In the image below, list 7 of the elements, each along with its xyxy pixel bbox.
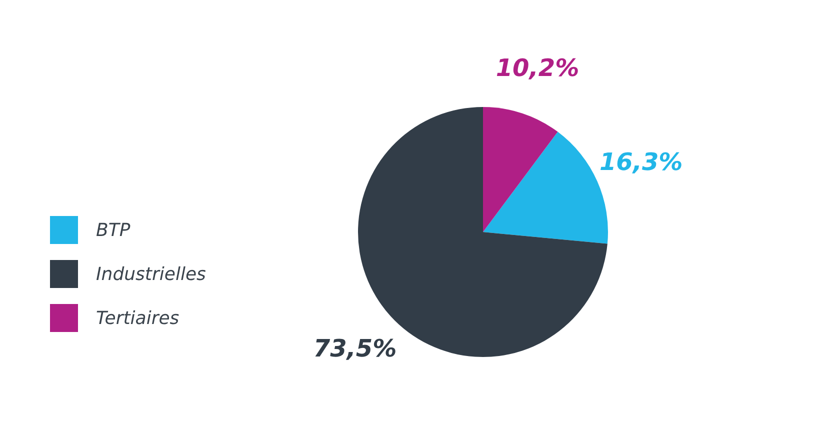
data-label: 73,5% — [313, 334, 397, 362]
pie-slice — [483, 107, 558, 232]
data-label: 10,2% — [496, 54, 580, 82]
legend-label: Tertiaires — [96, 308, 180, 328]
data-label: 16,3% — [599, 148, 683, 176]
legend-label: BTP — [96, 220, 130, 240]
legend-label: Industrielles — [96, 264, 206, 284]
